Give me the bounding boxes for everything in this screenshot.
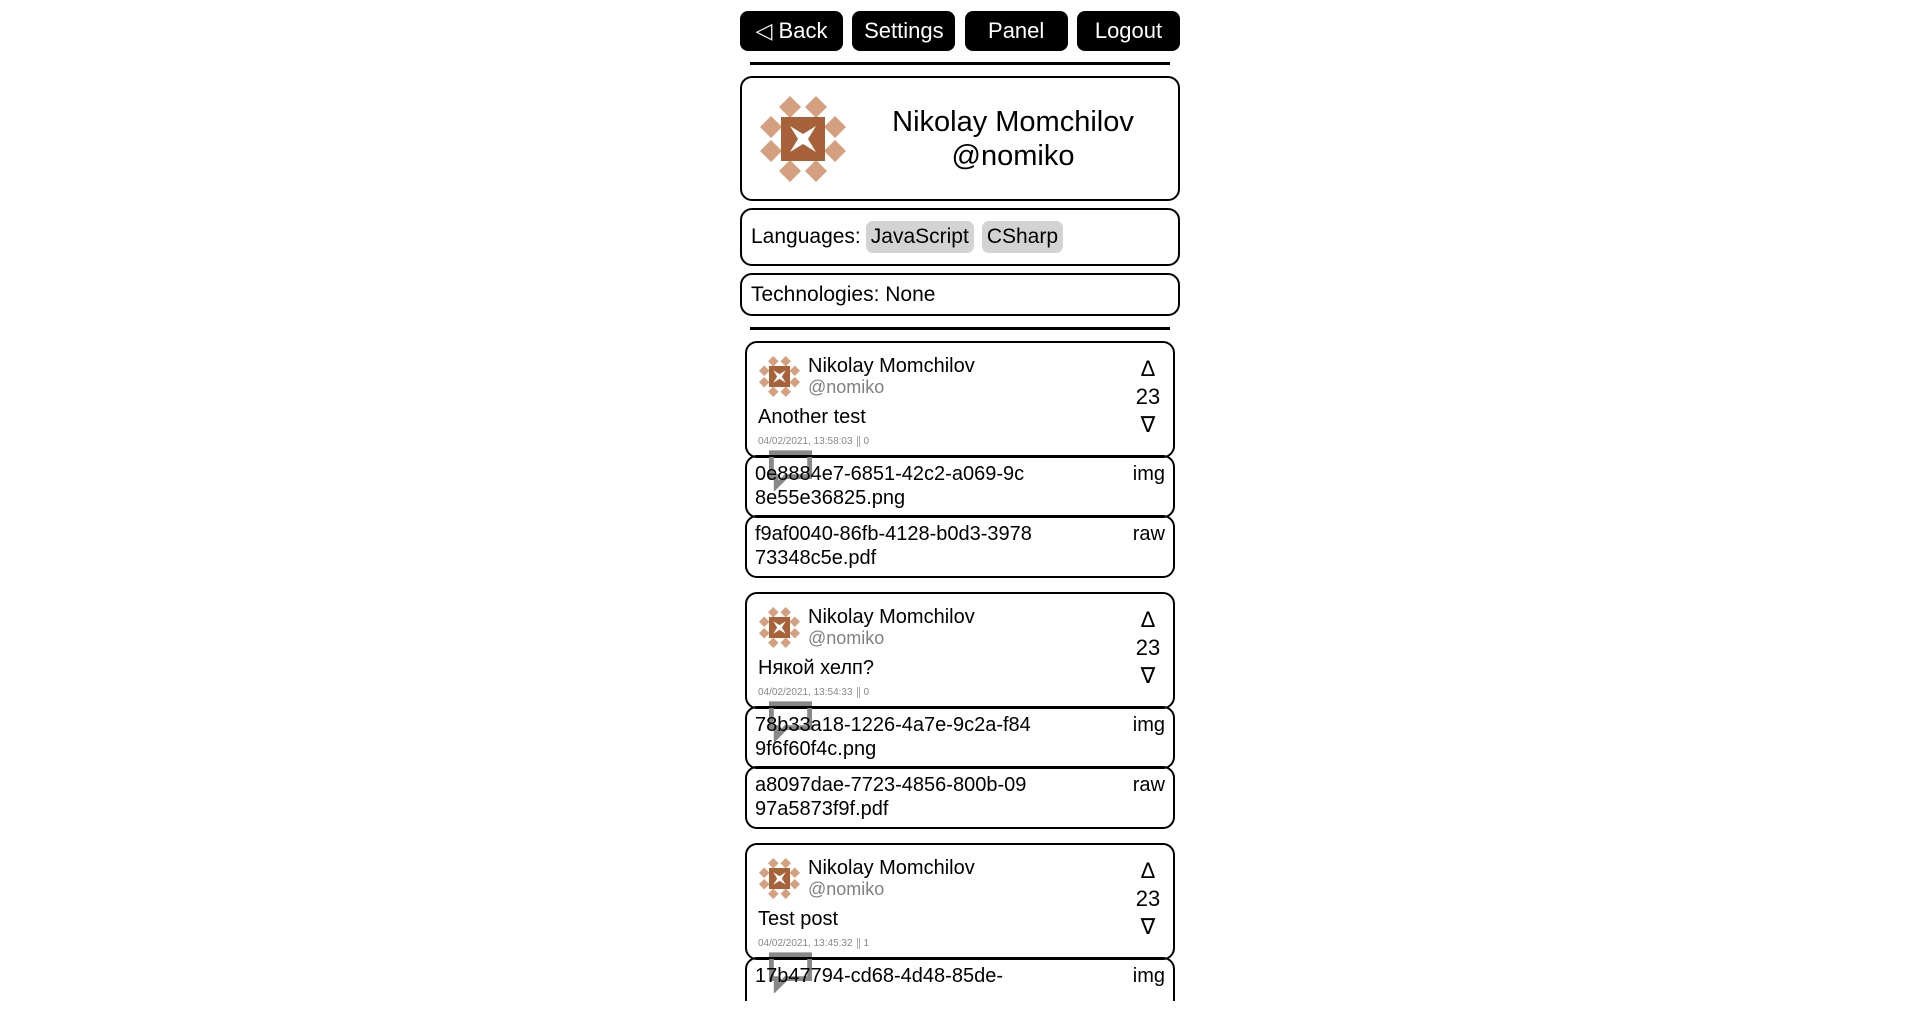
separator <box>856 938 860 949</box>
comment-count: 0 <box>863 687 870 698</box>
profile-card: Nikolay Momchilov @nomiko <box>740 76 1180 201</box>
language-tag: JavaScript <box>865 221 974 253</box>
language-tag: CSharp <box>981 221 1064 253</box>
post-author[interactable]: Nikolay Momchilov <box>808 857 975 879</box>
downvote-button[interactable]: ∇ <box>1140 663 1156 688</box>
comment-count: 1 <box>863 938 870 949</box>
vote-score: 23 <box>1135 635 1161 660</box>
post-handle: @nomiko <box>808 879 885 899</box>
post-text: Another test <box>758 406 866 428</box>
post-author[interactable]: Nikolay Momchilov <box>808 355 975 377</box>
post: Nikolay Momchilov @nomiko Някой хелп? 04… <box>745 592 1175 829</box>
divider <box>750 62 1170 65</box>
post: Nikolay Momchilov @nomiko Another test 0… <box>745 341 1175 578</box>
post-meta: 04/02/2021, 13:58:03 0 <box>758 436 870 491</box>
logout-button[interactable]: Logout <box>1076 11 1180 51</box>
profile-name: Nikolay Momchilov <box>892 105 1134 138</box>
post-list: Nikolay Momchilov @nomiko Another test 0… <box>740 341 1180 1001</box>
file-name[interactable]: 17b47794-cd68-4d48-85de- <box>755 965 1003 987</box>
upvote-button[interactable]: Δ <box>1140 858 1156 883</box>
file-type: raw <box>1132 523 1165 545</box>
post-timestamp: 04/02/2021, 13:58:03 <box>758 436 853 447</box>
post-timestamp: 04/02/2021, 13:54:33 <box>758 687 853 698</box>
file-name[interactable]: a8097dae-7723-4856-800b-0997a5873f9f.pdf <box>755 774 1027 820</box>
back-button[interactable]: ◁ Back <box>740 11 843 51</box>
vote-controls: Δ 23 ∇ <box>1133 606 1163 690</box>
separator <box>856 687 860 698</box>
avatar <box>758 857 801 900</box>
file-name[interactable]: 78b33a18-1226-4a7e-9c2a-f849f6f60f4c.png <box>755 714 1031 760</box>
post-timestamp: 04/02/2021, 13:45:32 <box>758 938 853 949</box>
languages-card: Languages: JavaScript CSharp <box>740 208 1180 266</box>
file-type: img <box>1132 463 1165 485</box>
file-type: img <box>1132 714 1165 736</box>
divider <box>750 327 1170 330</box>
post-header[interactable]: Nikolay Momchilov @nomiko Test post 04/0… <box>745 843 1175 993</box>
post-meta: 04/02/2021, 13:45:32 1 <box>758 938 870 993</box>
vote-score: 23 <box>1135 384 1161 409</box>
post-handle: @nomiko <box>808 377 885 397</box>
avatar <box>758 355 801 398</box>
post-meta: 04/02/2021, 13:54:33 0 <box>758 687 870 742</box>
file-item[interactable]: 0e8884e7-6851-42c2-a069-9c8e55e36825.png… <box>745 455 1175 518</box>
vote-score: 23 <box>1135 886 1161 911</box>
avatar <box>758 606 801 649</box>
file-type: img <box>1132 965 1165 987</box>
post-author[interactable]: Nikolay Momchilov <box>808 606 975 628</box>
avatar <box>758 94 848 184</box>
file-name[interactable]: 0e8884e7-6851-42c2-a069-9c8e55e36825.png <box>755 463 1025 509</box>
downvote-button[interactable]: ∇ <box>1140 412 1156 437</box>
file-type: raw <box>1132 774 1165 796</box>
file-name[interactable]: f9af0040-86fb-4128-b0d3-397873348c5e.pdf <box>755 523 1032 569</box>
upvote-button[interactable]: Δ <box>1140 607 1156 632</box>
downvote-button[interactable]: ∇ <box>1140 914 1156 939</box>
page: ◁ Back Settings Panel Logout Nikolay Mom… <box>740 0 1180 1001</box>
technologies-card: Technologies: None <box>740 273 1180 316</box>
file-item[interactable]: a8097dae-7723-4856-800b-0997a5873f9f.pdf… <box>745 766 1175 829</box>
vote-controls: Δ 23 ∇ <box>1133 355 1163 439</box>
post-handle: @nomiko <box>808 628 885 648</box>
post-text: Някой хелп? <box>758 657 874 679</box>
post-header[interactable]: Nikolay Momchilov @nomiko Някой хелп? 04… <box>745 592 1175 742</box>
vote-controls: Δ 23 ∇ <box>1133 857 1163 941</box>
top-nav: ◁ Back Settings Panel Logout <box>740 11 1180 51</box>
profile-info: Nikolay Momchilov @nomiko <box>848 105 1178 173</box>
technologies-text: Technologies: None <box>751 282 936 306</box>
upvote-button[interactable]: Δ <box>1140 356 1156 381</box>
file-item[interactable]: 78b33a18-1226-4a7e-9c2a-f849f6f60f4c.png… <box>745 706 1175 769</box>
languages-label: Languages: <box>751 225 861 248</box>
post: Nikolay Momchilov @nomiko Test post 04/0… <box>745 843 1175 1001</box>
file-item[interactable]: 17b47794-cd68-4d48-85de- img <box>745 957 1175 1001</box>
post-header[interactable]: Nikolay Momchilov @nomiko Another test 0… <box>745 341 1175 491</box>
profile-handle: @nomiko <box>951 139 1075 172</box>
settings-button[interactable]: Settings <box>852 11 956 51</box>
file-item[interactable]: f9af0040-86fb-4128-b0d3-397873348c5e.pdf… <box>745 515 1175 578</box>
post-text: Test post <box>758 908 839 930</box>
comment-count: 0 <box>863 436 870 447</box>
panel-button[interactable]: Panel <box>964 11 1068 51</box>
separator <box>856 436 860 447</box>
